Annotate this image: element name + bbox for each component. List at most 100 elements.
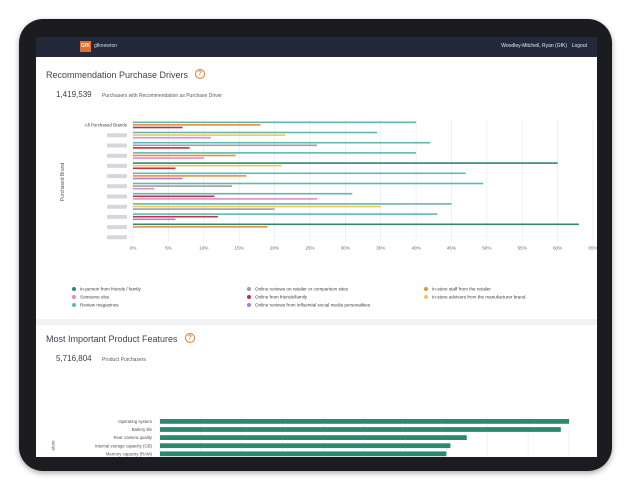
category-label-redacted	[107, 204, 127, 209]
x-tick-label: 35%	[376, 245, 385, 250]
x-tick-label: 15%	[235, 245, 244, 250]
gfk-logo[interactable]: GfK	[80, 41, 91, 52]
bar	[133, 172, 466, 175]
legend-item[interactable]: Someone else	[72, 294, 109, 299]
category-label-redacted	[107, 235, 127, 240]
category-label-redacted	[107, 133, 127, 138]
category-label: Operating system	[118, 419, 152, 424]
category-label-redacted	[107, 194, 127, 199]
bar	[133, 157, 204, 159]
legend-item[interactable]: Online reviews from influential social m…	[247, 302, 370, 307]
legend-item[interactable]: In-person from friends / family	[72, 286, 141, 291]
bar	[160, 435, 467, 440]
legend-item[interactable]: In-store advisors from the manufacturer …	[424, 294, 525, 299]
x-tick-label: 25%	[305, 245, 314, 250]
legend-item[interactable]: Online reviews on retailer or comparison…	[247, 286, 348, 291]
x-tick-label: 10%	[199, 245, 208, 250]
bar	[133, 162, 558, 164]
section-title: Recommendation Purchase Drivers	[46, 70, 189, 80]
x-tick-label: 30%	[341, 245, 350, 250]
category-label-redacted	[107, 143, 127, 148]
bar	[133, 147, 190, 149]
legend-swatch	[247, 302, 251, 307]
y-axis-title: Purchased Brand	[60, 162, 66, 201]
bar	[133, 215, 218, 218]
bar	[133, 187, 155, 190]
legend-item[interactable]: In-store staff from the retailer	[424, 286, 491, 291]
bar	[160, 443, 451, 449]
legend-swatch	[72, 286, 76, 291]
logout-link[interactable]: Logout	[571, 43, 587, 49]
kpi-value: 1,419,539	[56, 90, 92, 99]
bar	[133, 205, 381, 208]
user-name[interactable]: Woodley-Mitchell, Ryan (GfK)	[501, 43, 567, 49]
bar	[133, 136, 211, 139]
category-label-redacted	[107, 225, 127, 230]
bar	[133, 141, 431, 144]
legend-swatch	[247, 294, 251, 299]
bar	[160, 451, 447, 457]
category-label: Internal storage capacity (GB)	[95, 443, 153, 448]
top-bar: GfK gfknewron Woodley-Mitchell, Ryan (Gf…	[36, 37, 597, 57]
bar	[133, 126, 183, 129]
category-label: Memory capacity (RAM)	[106, 451, 153, 456]
legend-swatch	[247, 286, 251, 291]
section-title: Most Important Product Features	[46, 334, 178, 344]
recommendation-drivers-card: Recommendation Purchase Drivers ? 1,419,…	[36, 57, 597, 319]
bar	[133, 144, 317, 147]
purchase-drivers-chart: All Purchased Brands 0% 5% 10% 15% 20% 25% 30%…	[60, 120, 597, 250]
bar	[133, 208, 275, 210]
x-tick-label: 45%	[447, 245, 456, 250]
x-tick-label: 5%	[165, 245, 172, 250]
category-label: All Purchased Brands	[85, 123, 128, 128]
legend-swatch	[424, 294, 428, 299]
help-icon[interactable]: ?	[195, 69, 205, 79]
bar	[133, 223, 579, 226]
bar	[133, 185, 233, 187]
help-icon[interactable]: ?	[185, 333, 195, 343]
bar	[133, 121, 417, 124]
bar	[133, 226, 268, 228]
legend-item[interactable]: Review magazines	[72, 302, 119, 307]
category-label-redacted	[107, 163, 127, 168]
bar	[133, 154, 236, 157]
bar	[133, 167, 176, 170]
bar	[133, 134, 286, 136]
category-label: Rear camera quality	[114, 435, 153, 440]
bar	[133, 192, 353, 195]
category-label: Battery life	[132, 427, 153, 432]
product-features-chart: Operating system Battery life Rear camera …	[95, 415, 570, 457]
legend-swatch	[424, 286, 428, 291]
product-features-card: Most Important Product Features ? 5,716,…	[36, 325, 597, 457]
bar	[133, 198, 317, 200]
brand-name: gfknewron	[94, 43, 118, 49]
x-tick-label: 50%	[482, 245, 491, 250]
bar	[133, 213, 438, 215]
category-label-redacted	[107, 153, 127, 158]
category-label-redacted	[107, 214, 127, 219]
bar	[133, 175, 247, 177]
bar	[133, 203, 452, 205]
bar	[133, 177, 183, 180]
legend-swatch	[72, 294, 76, 299]
x-tick-label: 0%	[130, 245, 137, 250]
bar	[133, 131, 378, 134]
bar	[160, 427, 561, 432]
app-screen: GfK gfknewron Woodley-Mitchell, Ryan (Gf…	[36, 37, 597, 457]
kpi-value: 5,716,804	[56, 354, 92, 363]
category-label-redacted	[107, 184, 127, 189]
bar	[133, 164, 282, 167]
chart-legend: In-person from friends / family Someone …	[72, 286, 592, 316]
bar	[133, 124, 261, 126]
kpi-label: Purchasers with Recommendation as Purcha…	[102, 93, 223, 99]
kpi-label: Product Purchasers	[102, 357, 146, 363]
x-tick-label: 55%	[518, 245, 527, 250]
bar	[133, 195, 215, 198]
x-tick-label: 20%	[270, 245, 279, 250]
legend-item[interactable]: Online from friends/family	[247, 294, 307, 299]
legend-swatch	[72, 302, 76, 307]
x-tick-label: 40%	[411, 245, 420, 250]
x-tick-label: 60%	[553, 245, 562, 250]
bar	[133, 182, 484, 185]
bar	[133, 152, 417, 154]
